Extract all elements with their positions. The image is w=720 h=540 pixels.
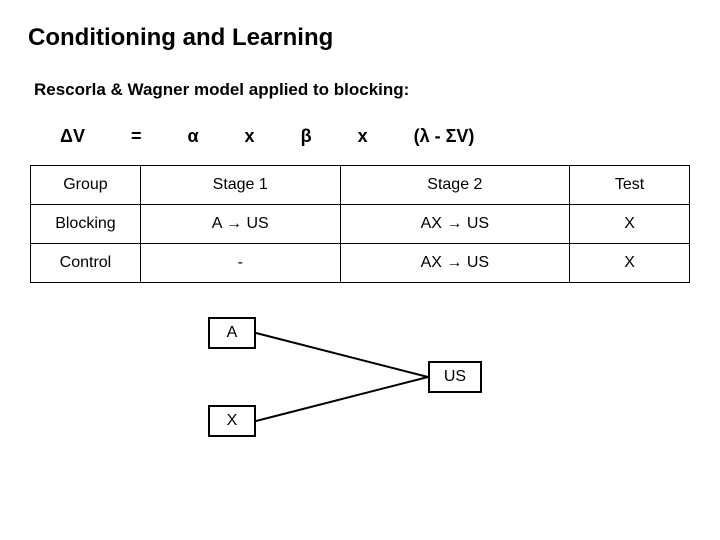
blocking-table: Group Stage 1 Stage 2 Test Blocking A → … bbox=[30, 165, 690, 283]
cell-stage2: AX → US bbox=[340, 244, 570, 283]
th-group: Group bbox=[31, 166, 141, 205]
cell-stage1: A → US bbox=[140, 205, 340, 244]
cell-group: Control bbox=[31, 244, 141, 283]
page-title: Conditioning and Learning bbox=[28, 24, 692, 52]
page-subtitle: Rescorla & Wagner model applied to block… bbox=[34, 80, 692, 100]
eq-equals: = bbox=[131, 126, 142, 147]
cell-test: X bbox=[570, 205, 690, 244]
th-test: Test bbox=[570, 166, 690, 205]
cell-group: Blocking bbox=[31, 205, 141, 244]
node-a: A bbox=[208, 317, 256, 349]
table-row: Control - AX → US X bbox=[31, 244, 690, 283]
eq-times1: x bbox=[245, 126, 255, 147]
cell-stage1: - bbox=[140, 244, 340, 283]
cell-stage2: AX → US bbox=[340, 205, 570, 244]
network-diagram: A X US bbox=[178, 317, 578, 447]
eq-alpha: α bbox=[187, 126, 198, 147]
eq-times2: x bbox=[358, 126, 368, 147]
eq-term: (λ - ΣV) bbox=[414, 126, 475, 147]
cell-test: X bbox=[570, 244, 690, 283]
node-x: X bbox=[208, 405, 256, 437]
th-stage2: Stage 2 bbox=[340, 166, 570, 205]
eq-dv: ΔV bbox=[60, 126, 85, 147]
rw-equation: ΔV = α x β x (λ - ΣV) bbox=[60, 126, 692, 147]
table-row: Blocking A → US AX → US X bbox=[31, 205, 690, 244]
eq-beta: β bbox=[301, 126, 312, 147]
th-stage1: Stage 1 bbox=[140, 166, 340, 205]
node-us: US bbox=[428, 361, 482, 393]
table-header-row: Group Stage 1 Stage 2 Test bbox=[31, 166, 690, 205]
